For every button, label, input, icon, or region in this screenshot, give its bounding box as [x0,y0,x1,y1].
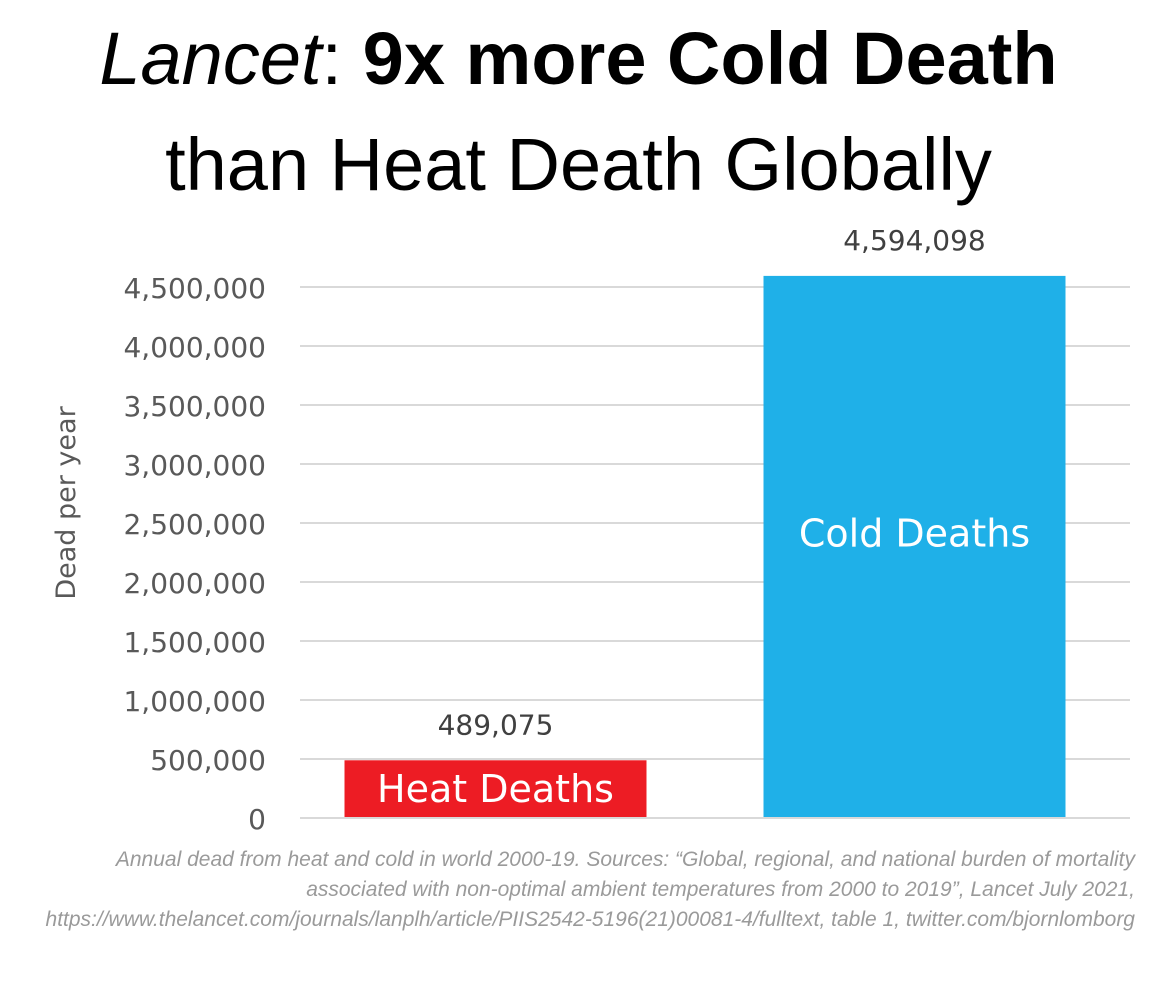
y-tick-label: 2,500,000 [123,508,266,541]
y-tick-label: 1,000,000 [123,685,266,718]
title-colon: : [321,17,343,100]
y-tick-label: 4,000,000 [123,331,266,364]
category-label: Cold Deaths [799,512,1030,556]
y-tick-label: 0 [248,803,266,836]
bar-heat-deaths [344,760,647,818]
chart-title-line-2: than Heat Death Globally [165,123,992,206]
y-tick-label: 3,000,000 [123,449,266,482]
y-tick-label: 4,500,000 [123,272,266,305]
data-label: 4,594,098 [843,224,986,257]
bar-cold-deaths [763,275,1066,818]
y-axis-label: Dead per year [51,405,82,599]
source-note: Annual dead from heat and cold in world … [45,848,1135,931]
y-tick-label: 2,000,000 [123,567,266,600]
title-source-name: Lancet [99,17,322,100]
y-tick-label: 1,500,000 [123,626,266,659]
title-claim: 9x more Cold Death [362,17,1058,100]
y-tick-label: 500,000 [150,744,266,777]
category-label: Heat Deaths [377,767,614,811]
chart-title-line-1: Lancet: 9x more Cold Death [0,22,1157,96]
data-label: 489,075 [438,708,554,741]
y-tick-label: 3,500,000 [123,390,266,423]
